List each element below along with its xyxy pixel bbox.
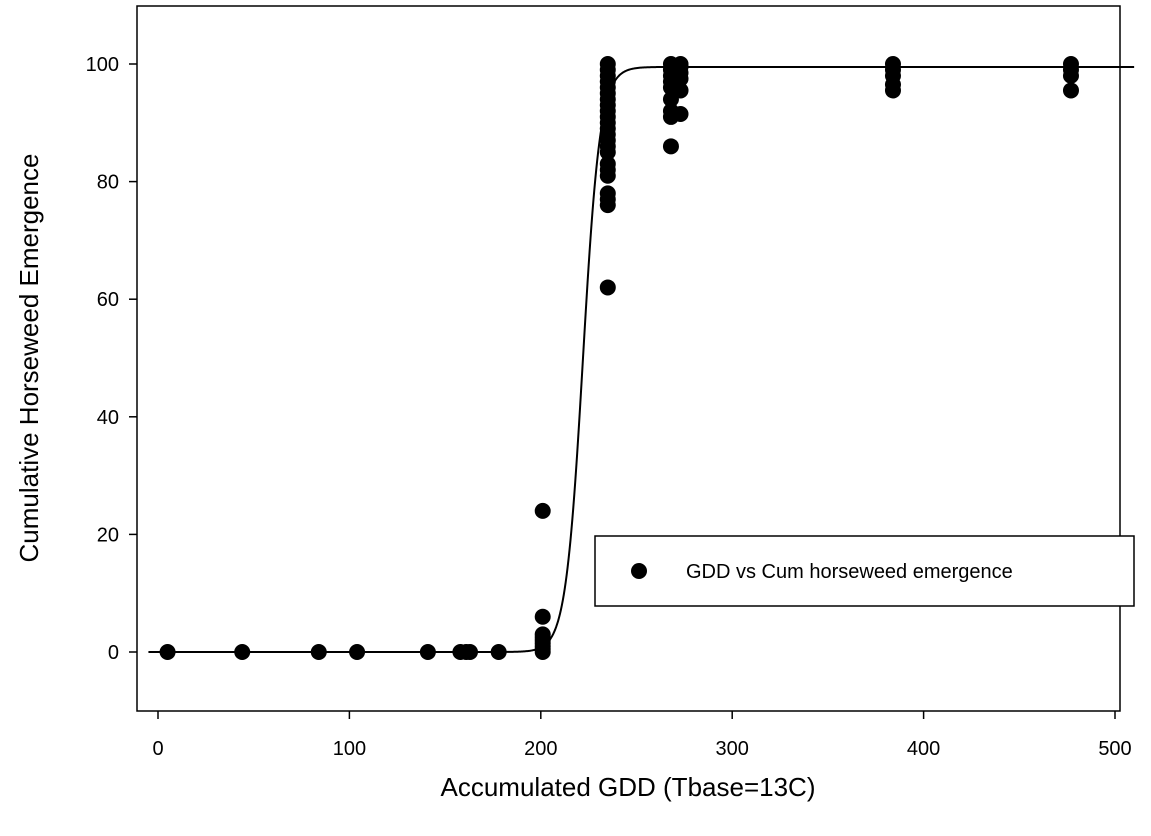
legend-marker: [631, 563, 647, 579]
y-tick-label: 60: [97, 289, 119, 311]
data-point: [1062, 82, 1079, 99]
data-point: [672, 105, 689, 122]
y-tick-label: 40: [97, 407, 119, 429]
legend: GDD vs Cum horseweed emergence: [594, 535, 1135, 607]
data-point: [534, 502, 551, 519]
data-point: [672, 56, 689, 72]
data-point: [599, 155, 616, 172]
data-point: [534, 608, 551, 625]
data-point: [534, 626, 551, 643]
y-tick-label: 0: [108, 642, 119, 664]
data-point: [1062, 56, 1079, 72]
x-axis-title: Accumulated GDD (Tbase=13C): [441, 772, 816, 802]
data-point: [599, 279, 616, 296]
data-point: [599, 56, 616, 72]
y-tick-label: 80: [97, 172, 119, 194]
data-point: [234, 644, 251, 660]
x-axis-ticks: 0 100 200 300 400 500: [152, 711, 1132, 760]
data-point: [159, 644, 176, 660]
x-tick-label: 300: [716, 738, 749, 760]
data-point: [672, 82, 689, 99]
data-points: [159, 56, 1079, 660]
data-point: [349, 644, 366, 660]
legend-box: [594, 535, 1135, 607]
data-point: [461, 644, 478, 660]
data-point: [310, 644, 327, 660]
data-point: [884, 56, 901, 72]
data-point: [419, 644, 436, 660]
legend-label: GDD vs Cum horseweed emergence: [686, 561, 1013, 583]
x-tick-label: 200: [524, 738, 557, 760]
data-point: [662, 138, 679, 155]
y-axis-ticks: 0 20 40 60 80 100: [86, 54, 137, 664]
x-tick-label: 500: [1098, 738, 1131, 760]
plot-frame: [136, 5, 1121, 712]
y-tick-label: 100: [86, 54, 119, 76]
data-point: [599, 185, 616, 202]
data-point: [490, 644, 507, 660]
x-tick-label: 100: [333, 738, 366, 760]
x-tick-label: 0: [152, 738, 163, 760]
y-tick-label: 20: [97, 524, 119, 546]
x-tick-label: 400: [907, 738, 940, 760]
y-axis-title: Cumulative Horseweed Emergence: [14, 154, 44, 563]
